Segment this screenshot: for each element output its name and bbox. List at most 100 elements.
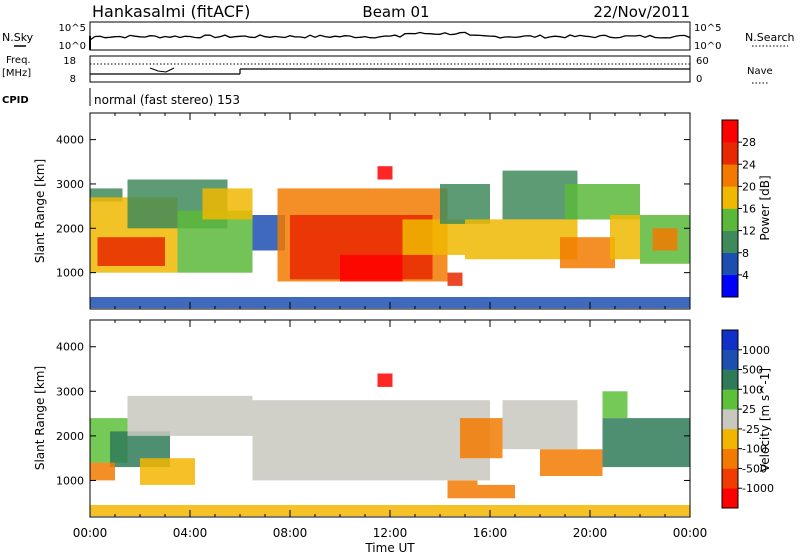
freq-tick-top: 18 bbox=[63, 56, 76, 67]
cpid-label: CPID bbox=[2, 95, 29, 106]
power-colorbar-swatch bbox=[722, 164, 738, 187]
x-tick-label: 20:00 bbox=[573, 526, 608, 540]
power-region-19 bbox=[652, 228, 678, 251]
cpid-mode-text: normal (fast stereo) 153 bbox=[94, 93, 240, 107]
power-region-2 bbox=[97, 237, 165, 266]
velocity-colorbar-swatch bbox=[722, 409, 738, 430]
frequency-panel: Freq. [MHz] 18 8 60 0 Nave bbox=[2, 55, 773, 85]
noise-left-tick-top: 10^5 bbox=[59, 23, 86, 34]
power-heatmap bbox=[90, 166, 690, 309]
power-colorbar-swatch bbox=[722, 230, 738, 254]
date-title: 22/Nov/2011 bbox=[593, 3, 690, 21]
x-tick-labels: 00:00 04:00 08:00 12:00 16:00 20:00 00:00 bbox=[73, 526, 708, 540]
velocity-colorbar-tick: -500 bbox=[742, 462, 767, 475]
velocity-ytick-label: 2000 bbox=[56, 430, 84, 443]
velocity-region-7 bbox=[477, 484, 515, 499]
power-colorbar-tick: 12 bbox=[742, 225, 756, 238]
power-ytick-label: 1000 bbox=[56, 267, 84, 280]
velocity-y-ticks: 1000 2000 3000 4000 bbox=[56, 341, 690, 487]
velocity-colorbar-swatch bbox=[722, 349, 738, 370]
power-colorbar-tick: 28 bbox=[742, 136, 756, 149]
power-region-11 bbox=[440, 184, 490, 224]
freq-tick-bottom: 8 bbox=[70, 74, 76, 85]
power-region-5 bbox=[202, 188, 253, 220]
power-colorbar-swatch bbox=[722, 120, 738, 143]
noise-right-tick-top: 10^5 bbox=[694, 23, 721, 34]
velocity-region-2 bbox=[140, 458, 195, 485]
velocity-panel: 1000 2000 3000 4000 Slant Range [km] bbox=[33, 319, 691, 518]
noise-left-tick-bottom: 10^0 bbox=[59, 41, 86, 52]
velocity-region-5 bbox=[252, 400, 490, 481]
x-axis-label: Time UT bbox=[364, 541, 415, 554]
x-tick-label: 16:00 bbox=[473, 526, 508, 540]
velocity-colorbar-tick: 100 bbox=[742, 383, 763, 396]
power-colorbar-swatch bbox=[722, 186, 738, 209]
power-colorbar-swatch bbox=[722, 252, 738, 276]
velocity-colorbar-swatch bbox=[722, 369, 738, 390]
power-colorbar-tick: 4 bbox=[742, 269, 749, 282]
velocity-ytick-label: 4000 bbox=[56, 341, 84, 354]
velocity-colorbar-tick: 1000 bbox=[742, 344, 770, 357]
power-ytick-label: 3000 bbox=[56, 178, 84, 191]
station-title: Hankasalmi (fitACF) bbox=[92, 2, 250, 21]
x-tick-label: 00:00 bbox=[673, 526, 708, 540]
velocity-ylabel: Slant Range [km] bbox=[33, 366, 47, 470]
nave-tick-top: 60 bbox=[696, 56, 709, 67]
noise-right-tick-bottom: 10^0 bbox=[694, 41, 721, 52]
power-region-15 bbox=[560, 237, 615, 269]
velocity-colorbar-label: Velocity [m s^-1] bbox=[758, 368, 772, 472]
velocity-colorbar-swatch bbox=[722, 428, 738, 449]
power-x-tick-marks bbox=[89, 113, 691, 309]
power-colorbar-swatch bbox=[722, 274, 738, 298]
noise-left-label: N.Sky bbox=[2, 31, 34, 44]
power-region-20 bbox=[377, 166, 393, 180]
velocity-colorbar-tick: -25 bbox=[742, 423, 760, 436]
noise-panel: N.Sky 10^5 10^0 10^5 10^0 N.Search bbox=[2, 21, 795, 52]
power-ytick-label: 4000 bbox=[56, 134, 84, 147]
velocity-colorbar-swatch bbox=[722, 330, 738, 351]
x-tick-label: 12:00 bbox=[373, 526, 408, 540]
velocity-region-9 bbox=[502, 400, 578, 450]
noise-trace bbox=[89, 31, 691, 41]
velocity-colorbar-tick: -1000 bbox=[742, 482, 774, 495]
x-tick-label: 08:00 bbox=[273, 526, 308, 540]
power-colorbar-tick: 8 bbox=[742, 247, 749, 260]
velocity-colorbar-swatch bbox=[722, 468, 738, 489]
power-region-12 bbox=[447, 272, 463, 286]
power-colorbar: 4 8 12 16 20 24 28 Power [dB] bbox=[721, 119, 772, 298]
power-region-16 bbox=[565, 184, 640, 220]
velocity-region-10 bbox=[540, 449, 603, 476]
power-colorbar-tick: 24 bbox=[742, 158, 756, 171]
velocity-region-12 bbox=[602, 391, 628, 418]
power-region-13 bbox=[465, 219, 578, 260]
power-panel: 1000 2000 3000 4000 Slant Range [km] bbox=[33, 112, 691, 310]
velocity-ytick-label: 1000 bbox=[56, 474, 84, 487]
velocity-region-8 bbox=[460, 418, 503, 459]
velocity-region-11 bbox=[602, 418, 653, 468]
velocity-x-tick-marks bbox=[89, 320, 691, 517]
power-region-4 bbox=[177, 210, 253, 273]
velocity-ytick-label: 3000 bbox=[56, 385, 84, 398]
velocity-colorbar-swatch bbox=[722, 448, 738, 469]
noise-right-label: N.Search bbox=[745, 31, 795, 44]
velocity-colorbar-tick: -100 bbox=[742, 443, 767, 456]
velocity-region-13 bbox=[652, 418, 690, 468]
nave-label: Nave bbox=[747, 66, 773, 77]
power-y-ticks: 1000 2000 3000 4000 bbox=[56, 134, 690, 280]
power-colorbar-tick: 20 bbox=[742, 180, 756, 193]
x-tick-label: 00:00 bbox=[73, 526, 108, 540]
velocity-heatmap bbox=[90, 373, 690, 517]
velocity-colorbar: 1000 500 100 25 -25 -100 -500 -1000 Velocity [m… bbox=[721, 329, 774, 509]
power-region-17 bbox=[610, 215, 640, 260]
power-region-10 bbox=[402, 219, 465, 255]
power-region-9 bbox=[340, 254, 403, 282]
power-ylabel: Slant Range [km] bbox=[33, 159, 47, 263]
freq-label-line1: Freq. bbox=[6, 55, 31, 66]
velocity-colorbar-tick: 25 bbox=[742, 403, 756, 416]
velocity-region-6 bbox=[447, 480, 478, 499]
power-colorbar-label: Power [dB] bbox=[758, 175, 772, 240]
power-colorbar-swatch bbox=[722, 142, 738, 165]
velocity-colorbar-swatch bbox=[722, 488, 738, 509]
power-colorbar-tick: 16 bbox=[742, 203, 756, 216]
